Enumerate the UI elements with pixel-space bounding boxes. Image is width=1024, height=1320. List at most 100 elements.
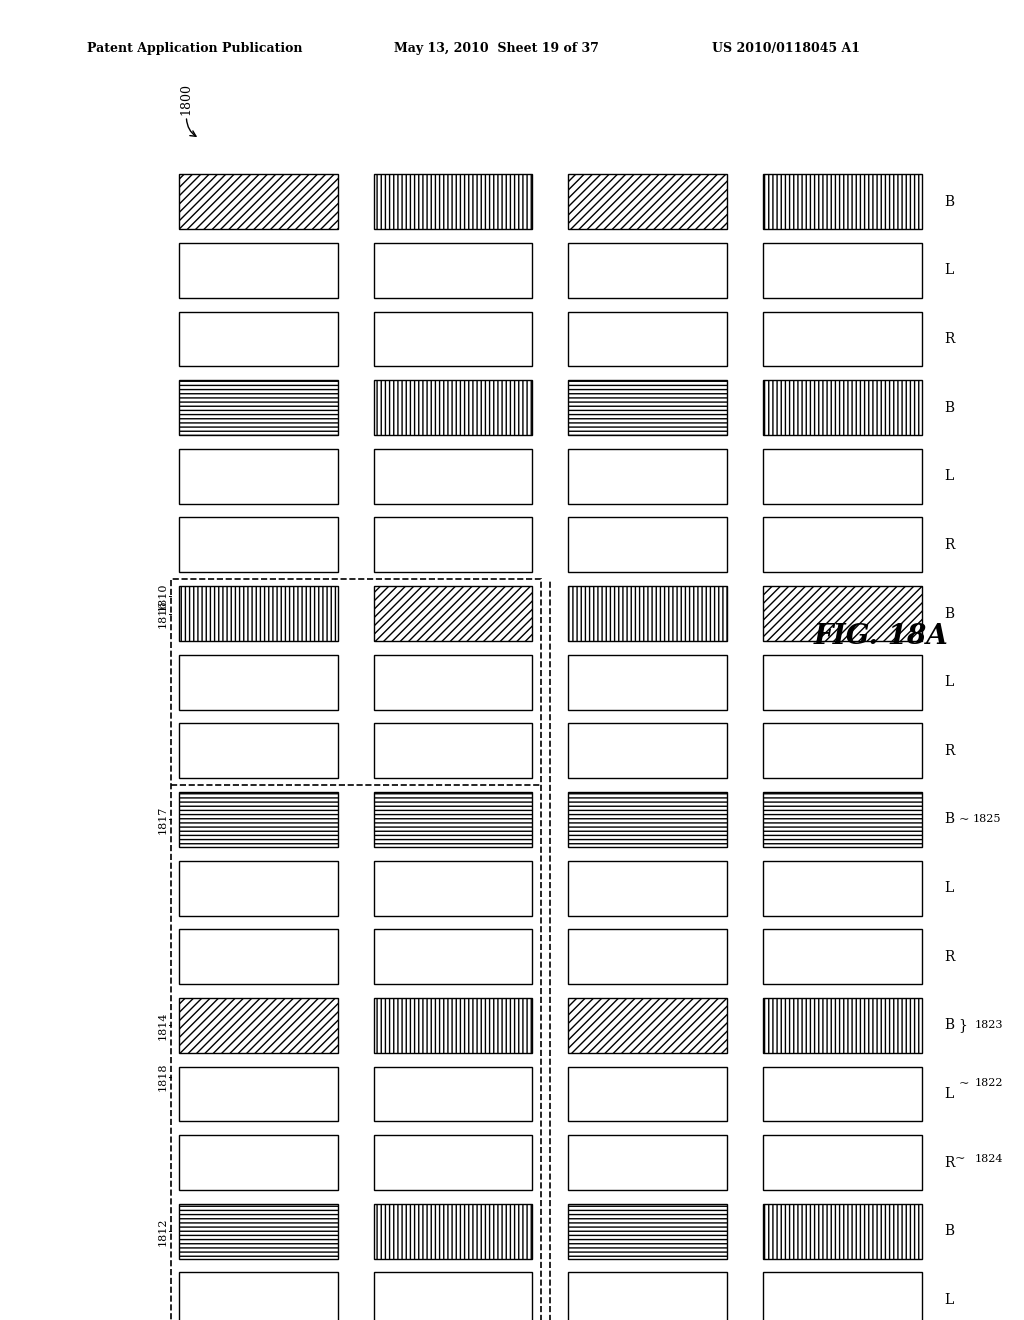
Bar xyxy=(568,174,727,230)
Text: B: B xyxy=(944,606,954,620)
Text: B: B xyxy=(944,194,954,209)
Text: 1823: 1823 xyxy=(975,1020,1004,1031)
Bar xyxy=(179,929,338,985)
Bar xyxy=(374,655,532,710)
Bar xyxy=(171,579,541,1320)
Bar xyxy=(568,1272,727,1320)
Bar xyxy=(179,792,338,847)
Bar xyxy=(568,655,727,710)
Bar xyxy=(374,380,532,436)
Bar xyxy=(568,861,727,916)
Bar xyxy=(763,1067,922,1122)
Bar xyxy=(568,1135,727,1191)
Text: 1822: 1822 xyxy=(975,1078,1004,1089)
Text: B: B xyxy=(944,1018,954,1032)
Text: }: } xyxy=(958,1018,968,1032)
Bar xyxy=(374,449,532,504)
Bar xyxy=(179,1204,338,1259)
Bar xyxy=(374,517,532,573)
Bar xyxy=(374,861,532,916)
Text: R: R xyxy=(944,331,954,346)
Bar xyxy=(568,449,727,504)
Text: B: B xyxy=(944,400,954,414)
Bar xyxy=(763,380,922,436)
Bar xyxy=(763,174,922,230)
Bar xyxy=(763,792,922,847)
Bar xyxy=(763,861,922,916)
Text: R: R xyxy=(944,949,954,964)
Text: 1814: 1814 xyxy=(158,1011,168,1040)
Text: ~: ~ xyxy=(958,813,969,826)
Text: May 13, 2010  Sheet 19 of 37: May 13, 2010 Sheet 19 of 37 xyxy=(394,42,599,55)
Bar xyxy=(179,586,338,642)
Text: ~: ~ xyxy=(954,1152,965,1166)
Bar xyxy=(374,1067,532,1122)
Bar xyxy=(763,1272,922,1320)
Bar xyxy=(763,517,922,573)
Text: 1818: 1818 xyxy=(158,1063,168,1092)
Bar xyxy=(763,586,922,642)
Bar xyxy=(179,449,338,504)
Bar xyxy=(763,243,922,298)
Text: L: L xyxy=(944,880,953,895)
Bar xyxy=(374,1135,532,1191)
Bar xyxy=(763,312,922,367)
Bar xyxy=(568,380,727,436)
Bar xyxy=(763,723,922,779)
Text: 1824: 1824 xyxy=(975,1154,1004,1164)
Bar xyxy=(179,517,338,573)
Text: L: L xyxy=(944,469,953,483)
Bar xyxy=(179,1067,338,1122)
Text: Patent Application Publication: Patent Application Publication xyxy=(87,42,302,55)
Text: B: B xyxy=(944,812,954,826)
Text: 1816: 1816 xyxy=(158,599,168,628)
Text: 1817: 1817 xyxy=(158,805,168,834)
Bar xyxy=(568,998,727,1053)
Bar xyxy=(568,1067,727,1122)
Bar xyxy=(374,1272,532,1320)
Text: 1825: 1825 xyxy=(973,814,1001,825)
Bar xyxy=(179,861,338,916)
Bar xyxy=(568,312,727,367)
Text: L: L xyxy=(944,1086,953,1101)
Bar xyxy=(179,380,338,436)
Bar xyxy=(568,517,727,573)
Bar xyxy=(568,723,727,779)
Bar xyxy=(374,998,532,1053)
Bar xyxy=(763,929,922,985)
Bar xyxy=(763,1135,922,1191)
Text: L: L xyxy=(944,263,953,277)
Text: B: B xyxy=(944,1224,954,1238)
Bar xyxy=(568,929,727,985)
Text: FIG. 18A: FIG. 18A xyxy=(814,623,949,649)
Bar xyxy=(568,1204,727,1259)
Bar xyxy=(179,1135,338,1191)
Text: ~: ~ xyxy=(958,1077,969,1090)
Bar xyxy=(179,1272,338,1320)
Bar xyxy=(763,655,922,710)
Text: R: R xyxy=(944,537,954,552)
Text: R: R xyxy=(944,743,954,758)
Bar xyxy=(374,586,532,642)
Bar xyxy=(179,174,338,230)
Bar xyxy=(374,174,532,230)
Bar xyxy=(374,243,532,298)
Text: 1810: 1810 xyxy=(158,582,168,611)
Text: L: L xyxy=(944,675,953,689)
Bar xyxy=(179,723,338,779)
Text: 1800: 1800 xyxy=(180,83,193,115)
Bar xyxy=(374,1204,532,1259)
Bar xyxy=(568,792,727,847)
Bar xyxy=(179,655,338,710)
Bar xyxy=(374,723,532,779)
Bar xyxy=(179,998,338,1053)
Bar xyxy=(374,929,532,985)
Text: R: R xyxy=(944,1155,954,1170)
Bar xyxy=(179,312,338,367)
Bar xyxy=(568,243,727,298)
Text: US 2010/0118045 A1: US 2010/0118045 A1 xyxy=(712,42,860,55)
Bar xyxy=(763,1204,922,1259)
Bar xyxy=(374,312,532,367)
Text: 1812: 1812 xyxy=(158,1217,168,1246)
Bar xyxy=(179,243,338,298)
